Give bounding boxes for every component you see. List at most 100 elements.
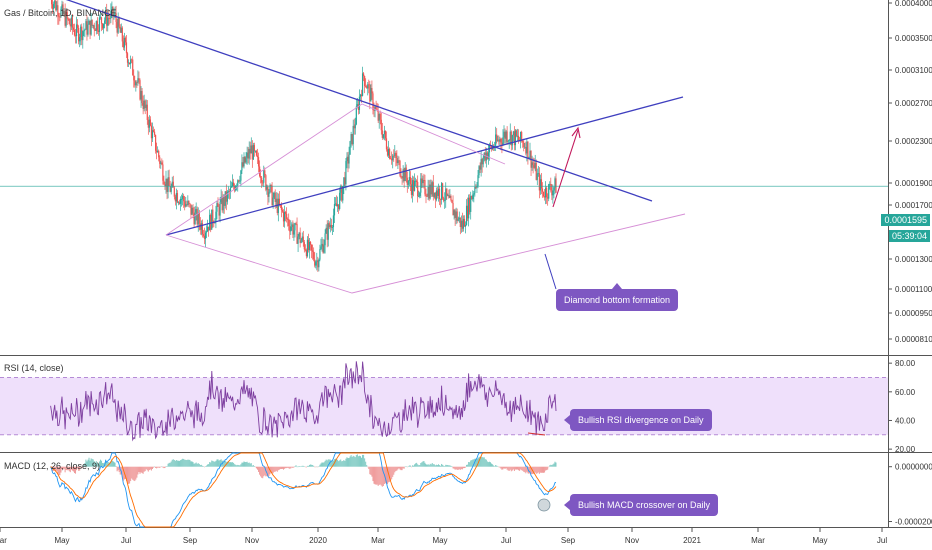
candle-body	[509, 131, 511, 141]
macd-histogram-bar	[509, 466, 511, 470]
macd-histogram-bar	[252, 465, 254, 467]
macd-histogram-bar	[174, 460, 176, 467]
macd-histogram-bar	[398, 466, 400, 469]
macd-histogram-bar	[112, 461, 114, 467]
macd-histogram-bar	[377, 466, 379, 486]
candle-body	[266, 186, 268, 190]
candle-body	[317, 260, 319, 268]
macd-histogram-bar	[82, 466, 84, 467]
time-tick-label: May	[432, 536, 447, 545]
macd-histogram-bar	[498, 466, 500, 468]
candle-body	[87, 24, 89, 35]
macd-histogram-bar	[554, 461, 556, 467]
candle-body	[349, 141, 351, 155]
candle-body	[416, 180, 418, 183]
macd-histogram-bar	[64, 466, 66, 473]
macd-histogram-bar	[55, 466, 57, 472]
macd-histogram-bar	[266, 466, 268, 477]
candle-body	[108, 17, 110, 19]
candle-body	[286, 213, 288, 219]
candle-body	[356, 104, 358, 107]
macd-histogram-bar	[71, 466, 73, 471]
candle-body	[427, 186, 429, 197]
macd-histogram-bar	[224, 460, 226, 467]
candle-body	[390, 158, 392, 160]
macd-histogram-bar	[214, 461, 216, 467]
candle-body	[170, 186, 172, 192]
candle-body	[164, 184, 166, 187]
macd-histogram-bar	[466, 464, 468, 467]
candle-body	[534, 162, 536, 168]
macd-histogram-bar	[80, 466, 82, 468]
macd-histogram-bar	[456, 466, 458, 470]
chart-title: Gas / Bitcoin, 1D, BINANCE	[4, 8, 117, 18]
candle-body	[220, 196, 222, 203]
macd-histogram-bar	[305, 466, 307, 468]
candle-body	[115, 13, 117, 22]
macd-histogram-bar	[468, 462, 470, 467]
macd-histogram-bar	[433, 464, 435, 467]
macd-histogram-bar	[364, 458, 366, 467]
macd-histogram-bar	[166, 466, 168, 467]
macd-histogram-bar	[205, 466, 207, 467]
time-tick-label: May	[54, 536, 69, 545]
candle-body	[120, 27, 122, 33]
macd-histogram-bar	[482, 457, 484, 467]
candle-body	[135, 82, 137, 86]
macd-histogram-bar	[57, 466, 59, 474]
candle-body	[441, 183, 443, 200]
macd-histogram-bar	[145, 466, 147, 470]
candle-body	[297, 236, 299, 244]
candle-body	[554, 178, 556, 188]
price-tick-label: 0.0001100	[895, 285, 932, 294]
macd-histogram-bar	[546, 466, 548, 471]
macd-histogram-bar	[144, 466, 146, 472]
annotation-rsi-divergence[interactable]: Bullish RSI divergence on Daily	[564, 409, 712, 431]
macd-histogram-bar	[217, 459, 219, 467]
annotation-macd-crossover[interactable]: Bullish MACD crossover on Daily	[563, 494, 719, 516]
candle-body	[339, 192, 341, 209]
candle-body	[524, 146, 526, 148]
macd-histogram-bar	[313, 465, 315, 467]
candle-body	[260, 176, 262, 178]
macd-histogram-bar	[299, 466, 301, 468]
macd-histogram-bar	[415, 463, 417, 467]
candle-body	[442, 183, 444, 199]
macd-histogram-bar	[151, 466, 153, 470]
macd-histogram-bar	[396, 466, 398, 471]
candle-body	[98, 17, 101, 32]
macd-histogram-bar	[457, 466, 459, 470]
macd-histogram-bar	[472, 459, 474, 467]
macd-histogram-bar	[420, 462, 422, 467]
candle-body	[219, 202, 221, 216]
macd-histogram-bar	[101, 460, 103, 467]
candle-body	[237, 180, 239, 186]
candle-body	[89, 20, 91, 35]
macd-histogram-bar	[231, 462, 233, 467]
candle-body	[531, 162, 533, 168]
macd-histogram-bar	[198, 463, 200, 467]
annotation-diamond[interactable]: Diamond bottom formation	[556, 283, 679, 311]
macd-histogram-bar	[483, 457, 485, 467]
candle-body	[357, 104, 359, 110]
macd-histogram-bar	[489, 462, 491, 467]
macd-histogram-bar	[117, 466, 119, 471]
macd-histogram-bar	[421, 462, 423, 467]
macd-histogram-bar	[96, 462, 98, 467]
candle-body	[179, 198, 182, 204]
candle-body	[88, 20, 90, 25]
price-tick-label: 0.0001900	[895, 179, 932, 188]
macd-histogram-bar	[285, 466, 287, 469]
candle-body	[400, 175, 402, 178]
candle-body	[118, 17, 120, 27]
candle-body	[51, 0, 53, 5]
macd-histogram-bar	[450, 465, 452, 467]
candle-body	[343, 177, 345, 187]
candle-body	[291, 224, 293, 228]
candle-body	[233, 182, 235, 187]
macd-histogram-bar	[171, 459, 173, 467]
macd-histogram-bar	[63, 466, 65, 469]
candle-body	[293, 230, 295, 235]
candle-body	[267, 186, 269, 197]
